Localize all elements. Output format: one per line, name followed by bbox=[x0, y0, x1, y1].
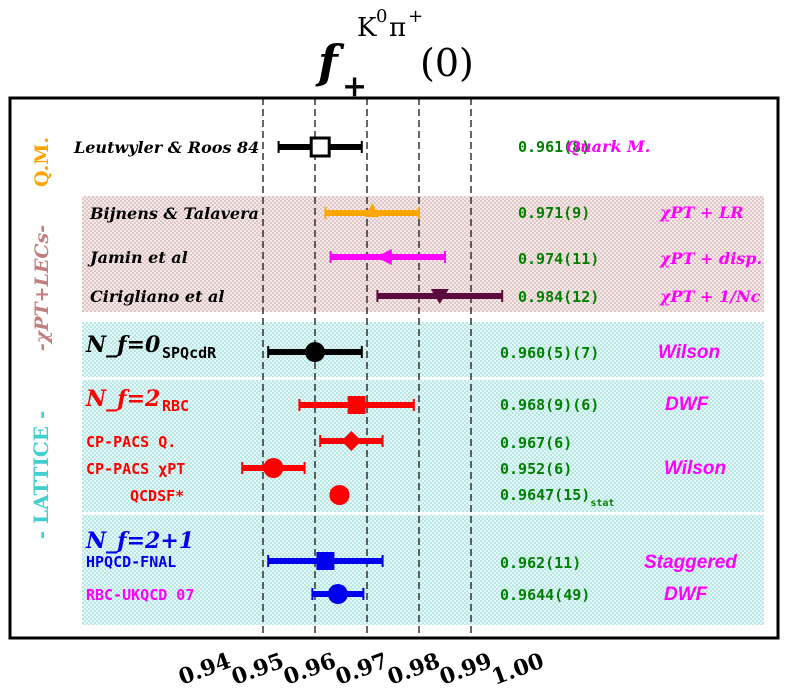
x-tick-label: 1.00 bbox=[488, 648, 547, 691]
data-point-marker bbox=[327, 584, 348, 604]
result-value: 0.961(8) bbox=[518, 138, 590, 156]
subheader-nf2: N_f=2 bbox=[85, 386, 160, 412]
point-label: Leutwyler & Roos 84 bbox=[73, 138, 259, 157]
result-value: 0.974(11) bbox=[518, 250, 599, 268]
data-point-row: Bijnens & Talavera 0.971(9) χPT + LR bbox=[89, 203, 744, 223]
point-label: RBC-UKQCD 07 bbox=[86, 586, 194, 604]
result-value: 0.9647(15)stat bbox=[500, 486, 614, 509]
data-point-row: CP-PACS Q. 0.967(6) bbox=[86, 431, 572, 452]
title-superscript-pi: π bbox=[389, 13, 406, 43]
data-point-marker bbox=[347, 396, 366, 414]
x-tick-label: 0.97 bbox=[332, 648, 391, 691]
chart-title: f + K 0 π + (0) bbox=[315, 6, 474, 104]
x-tick-label: 0.98 bbox=[384, 648, 443, 691]
result-value: 0.960(5)(7) bbox=[500, 344, 599, 362]
x-tick-labels: 0.940.950.960.970.980.991.00 bbox=[175, 648, 547, 691]
method-label: DWF bbox=[665, 394, 710, 415]
data-point-row: CP-PACS χPT 0.952(6) Wilson bbox=[86, 458, 726, 479]
point-label: CP-PACS Q. bbox=[86, 433, 176, 451]
title-superscript-zero: 0 bbox=[376, 6, 387, 27]
nf21-text: N_f=2+1 bbox=[85, 528, 194, 554]
data-point-row: RBC 0.968(9)(6) DWF bbox=[162, 394, 710, 415]
group-label-lattice: - LATTICE - bbox=[29, 411, 53, 540]
data-point-row: QCDSF* 0.9647(15)stat bbox=[130, 485, 614, 509]
method-label: χPT + LR bbox=[659, 203, 744, 222]
point-label: SPQcdR bbox=[162, 344, 217, 362]
data-point-row: RBC-UKQCD 07 0.9644(49) DWF bbox=[86, 584, 709, 605]
result-value: 0.962(11) bbox=[500, 554, 581, 572]
result-value: 0.952(6) bbox=[500, 460, 572, 478]
result-subscript: stat bbox=[590, 498, 614, 509]
data-point-marker bbox=[341, 431, 362, 451]
x-tick-label: 0.94 bbox=[175, 648, 234, 691]
nf2-text: N_f=2 bbox=[85, 386, 160, 412]
point-label: Cirigliano et al bbox=[90, 287, 225, 306]
group-label-qm: Q.M. bbox=[31, 137, 53, 187]
x-tick-label: 0.95 bbox=[228, 648, 287, 691]
method-label: χPT + disp. bbox=[659, 249, 762, 268]
method-label: Wilson bbox=[658, 342, 720, 363]
lattice-nf21-band bbox=[82, 515, 764, 625]
result-value: 0.984(12) bbox=[518, 288, 599, 306]
result-value: 0.967(6) bbox=[500, 434, 572, 452]
data-point-marker bbox=[305, 342, 325, 362]
method-label: Quark M. bbox=[566, 137, 650, 156]
point-label: HPQCD-FNAL bbox=[86, 553, 176, 571]
result-value: 0.9644(49) bbox=[500, 586, 590, 604]
data-point-marker bbox=[375, 249, 392, 265]
subheader-nf21: N_f=2+1 bbox=[85, 528, 194, 554]
point-label: RBC bbox=[162, 397, 189, 415]
method-label: Wilson bbox=[664, 458, 726, 479]
method-label: χPT + 1/Nc bbox=[659, 287, 761, 306]
lattice-nf2-band bbox=[82, 380, 764, 512]
data-point-row: Leutwyler & Roos 84 0.961(8)Quark M. bbox=[73, 136, 650, 158]
title-superscript-k: K bbox=[357, 13, 377, 43]
data-point-marker bbox=[263, 458, 284, 478]
data-point-row: Jamin et al 0.974(11) χPT + disp. bbox=[87, 248, 762, 268]
data-point-marker bbox=[430, 289, 449, 304]
x-tick-label: 0.99 bbox=[436, 648, 495, 691]
point-label: QCDSF* bbox=[130, 487, 184, 505]
method-label: Staggered bbox=[644, 552, 737, 573]
result-value: 0.971(9) bbox=[518, 204, 590, 222]
nf0-text: N_f=0 bbox=[85, 332, 161, 358]
data-marks: Leutwyler & Roos 84 0.961(8)Quark M. Bijne… bbox=[73, 136, 762, 605]
data-point-row: HPQCD-FNAL 0.962(11) Staggered bbox=[86, 552, 737, 573]
group-label-chpt: -χPT+LECs- bbox=[31, 225, 53, 351]
x-tick-label: 0.96 bbox=[280, 648, 339, 691]
data-point-row: Cirigliano et al 0.984(12) χPT + 1/Nc bbox=[90, 287, 761, 306]
subheader-nf0: N_f=0 bbox=[85, 332, 161, 358]
point-label: Bijnens & Talavera bbox=[89, 204, 259, 223]
title-f: f bbox=[315, 35, 345, 89]
data-point-marker bbox=[365, 203, 380, 217]
point-label: CP-PACS χPT bbox=[86, 460, 185, 478]
title-superscript-plus: + bbox=[408, 6, 423, 27]
result-value: 0.968(9)(6) bbox=[500, 396, 599, 414]
lattice-nf0-band bbox=[82, 322, 764, 377]
plot-frame bbox=[8, 96, 780, 640]
data-point-row: SPQcdR 0.960(5)(7) Wilson bbox=[162, 342, 720, 363]
title-argument: (0) bbox=[420, 41, 474, 85]
data-point-marker bbox=[309, 136, 331, 158]
data-point-marker bbox=[316, 552, 335, 570]
dashed-reference-lines bbox=[262, 98, 472, 638]
point-label: Jamin et al bbox=[87, 248, 188, 267]
data-point-marker bbox=[329, 485, 350, 505]
method-label: DWF bbox=[664, 584, 709, 605]
